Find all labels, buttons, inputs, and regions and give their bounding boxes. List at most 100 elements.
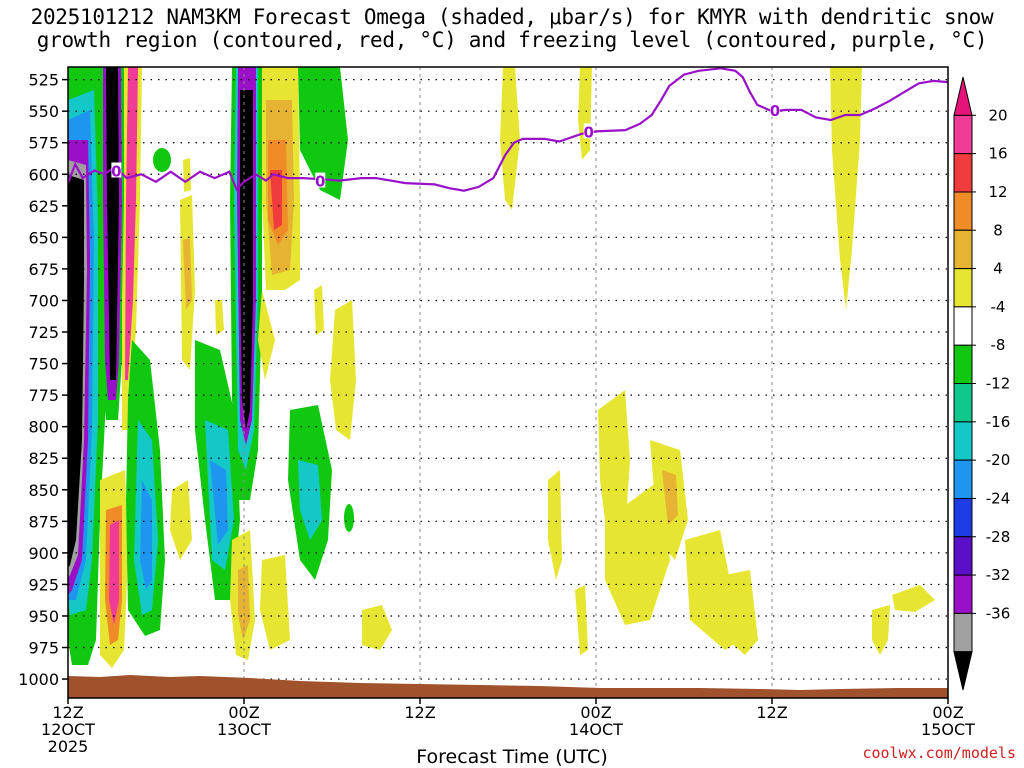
x-tick-label: 14OCT <box>569 720 623 739</box>
plot-grid <box>68 67 948 698</box>
chart-title: 2025101212 NAM3KM Forecast Omega (shaded… <box>0 6 1024 52</box>
colorbar-swatch <box>953 612 973 653</box>
colorbar-swatch <box>953 191 973 231</box>
y-tick-label: 575 <box>28 134 59 153</box>
colorbar-swatch <box>953 76 973 116</box>
y-tick-label: 850 <box>28 481 59 500</box>
colorbar-label: -20 <box>986 451 1011 469</box>
omega-blob <box>314 285 324 335</box>
freezing-level-label: 0 <box>770 102 780 120</box>
y-tick-label: 925 <box>28 575 59 594</box>
freezing-level-label-bg <box>583 123 594 139</box>
x-tick-label: 13OCT <box>217 720 271 739</box>
colorbar-swatch <box>953 268 973 308</box>
y-tick-label: 675 <box>28 260 59 279</box>
colorbar-swatch <box>953 153 973 193</box>
colorbar-swatch <box>953 306 973 346</box>
y-tick-label: 550 <box>28 102 59 121</box>
colorbar-label: 20 <box>988 106 1007 124</box>
omega-blob <box>548 470 562 580</box>
colorbar-swatch <box>953 459 973 499</box>
freezing-level-contour <box>68 67 948 192</box>
colorbar-label: 8 <box>993 221 1003 239</box>
colorbar-label: 12 <box>988 183 1007 201</box>
freezing-level-label-bg <box>111 162 122 178</box>
colorbar-label: -36 <box>986 604 1011 622</box>
colorbar-label: -28 <box>986 528 1011 546</box>
y-tick-label: 725 <box>28 323 59 342</box>
y-tick-label: 825 <box>28 449 59 468</box>
freezing-level-label: 0 <box>315 173 325 191</box>
y-tick-label: 600 <box>28 165 59 184</box>
terrain-surface <box>68 675 948 698</box>
colorbar: 20 16 12 8 4 -4 -8 -12 -16 -20 -24 -28 -32 -36 <box>953 76 1011 691</box>
omega-blob <box>330 300 356 440</box>
colorbar-label: -4 <box>991 298 1006 316</box>
omega-blob <box>298 67 348 200</box>
y-tick-label: 525 <box>28 71 59 90</box>
omega-blob <box>183 158 191 192</box>
x-tick-label: 2025 <box>48 737 89 756</box>
colorbar-label: 16 <box>988 145 1007 163</box>
omega-blob <box>260 555 290 650</box>
y-tick-label: 875 <box>28 512 59 531</box>
omega-blob <box>500 67 520 210</box>
x-tick-label: 12OCT <box>41 720 95 739</box>
colorbar-label: -8 <box>991 336 1006 354</box>
y-tick-label: 700 <box>28 291 59 310</box>
colorbar-swatch <box>953 114 973 155</box>
colorbar-swatch <box>953 229 973 270</box>
omega-blob <box>183 238 192 310</box>
freezing-level-label-bg <box>315 172 326 188</box>
y-tick-label: 900 <box>28 544 59 563</box>
freezing-level-label: 0 <box>583 123 593 141</box>
omega-blob <box>238 565 250 640</box>
omega-shading <box>68 67 935 668</box>
omega-blob <box>362 605 392 650</box>
y-tick-label: 775 <box>28 386 59 405</box>
omega-blob <box>210 460 228 545</box>
omega-blob <box>830 67 862 310</box>
colorbar-swatch <box>953 536 973 576</box>
x-tick-label: 12Z <box>52 703 83 722</box>
omega-blob <box>344 504 354 532</box>
x-tick-label: 00Z <box>228 703 259 722</box>
x-tick-label: 12Z <box>404 703 435 722</box>
freezing-level-labels: 0 0 0 0 <box>111 101 780 191</box>
x-tick-label: 00Z <box>580 703 611 722</box>
omega-blob <box>662 470 678 525</box>
y-tick-label: 750 <box>28 355 59 374</box>
freezing-level-label: 0 <box>111 162 121 180</box>
omega-blob <box>685 530 740 650</box>
omega-blob <box>215 300 224 335</box>
colorbar-swatch <box>953 383 973 423</box>
x-tick-label: 15OCT <box>921 720 975 739</box>
chart-title-line-2: growth region (contoured, red, °C) and f… <box>36 28 988 52</box>
omega-blob <box>125 67 138 380</box>
colorbar-swatch <box>953 344 973 384</box>
omega-blob <box>872 605 890 655</box>
omega-blob <box>170 480 192 560</box>
omega-blob <box>109 520 119 625</box>
freezing-level-label-bg <box>769 101 780 117</box>
credit-text: coolwx.com/models <box>862 744 1016 762</box>
chart-title-line-1: 2025101212 NAM3KM Forecast Omega (shaded… <box>30 5 994 29</box>
omega-blob <box>240 90 253 430</box>
y-axis: 525 550 575 600 625 650 675 700 725 750 775 800 825 8… <box>18 71 68 689</box>
x-axis-title: Forecast Time (UTC) <box>416 746 608 768</box>
colorbar-label: -12 <box>986 375 1011 393</box>
colorbar-swatch <box>953 421 973 461</box>
y-tick-label: 650 <box>28 228 59 247</box>
y-tick-label: 625 <box>28 197 59 216</box>
omega-blob <box>725 570 758 655</box>
colorbar-swatch <box>953 574 973 614</box>
omega-blob <box>298 460 322 540</box>
y-tick-label: 975 <box>28 639 59 658</box>
y-tick-label: 1000 <box>18 670 59 689</box>
omega-blob <box>68 175 84 568</box>
x-tick-label: 12Z <box>756 703 787 722</box>
omega-blob <box>106 67 119 380</box>
colorbar-label: 4 <box>993 260 1003 278</box>
